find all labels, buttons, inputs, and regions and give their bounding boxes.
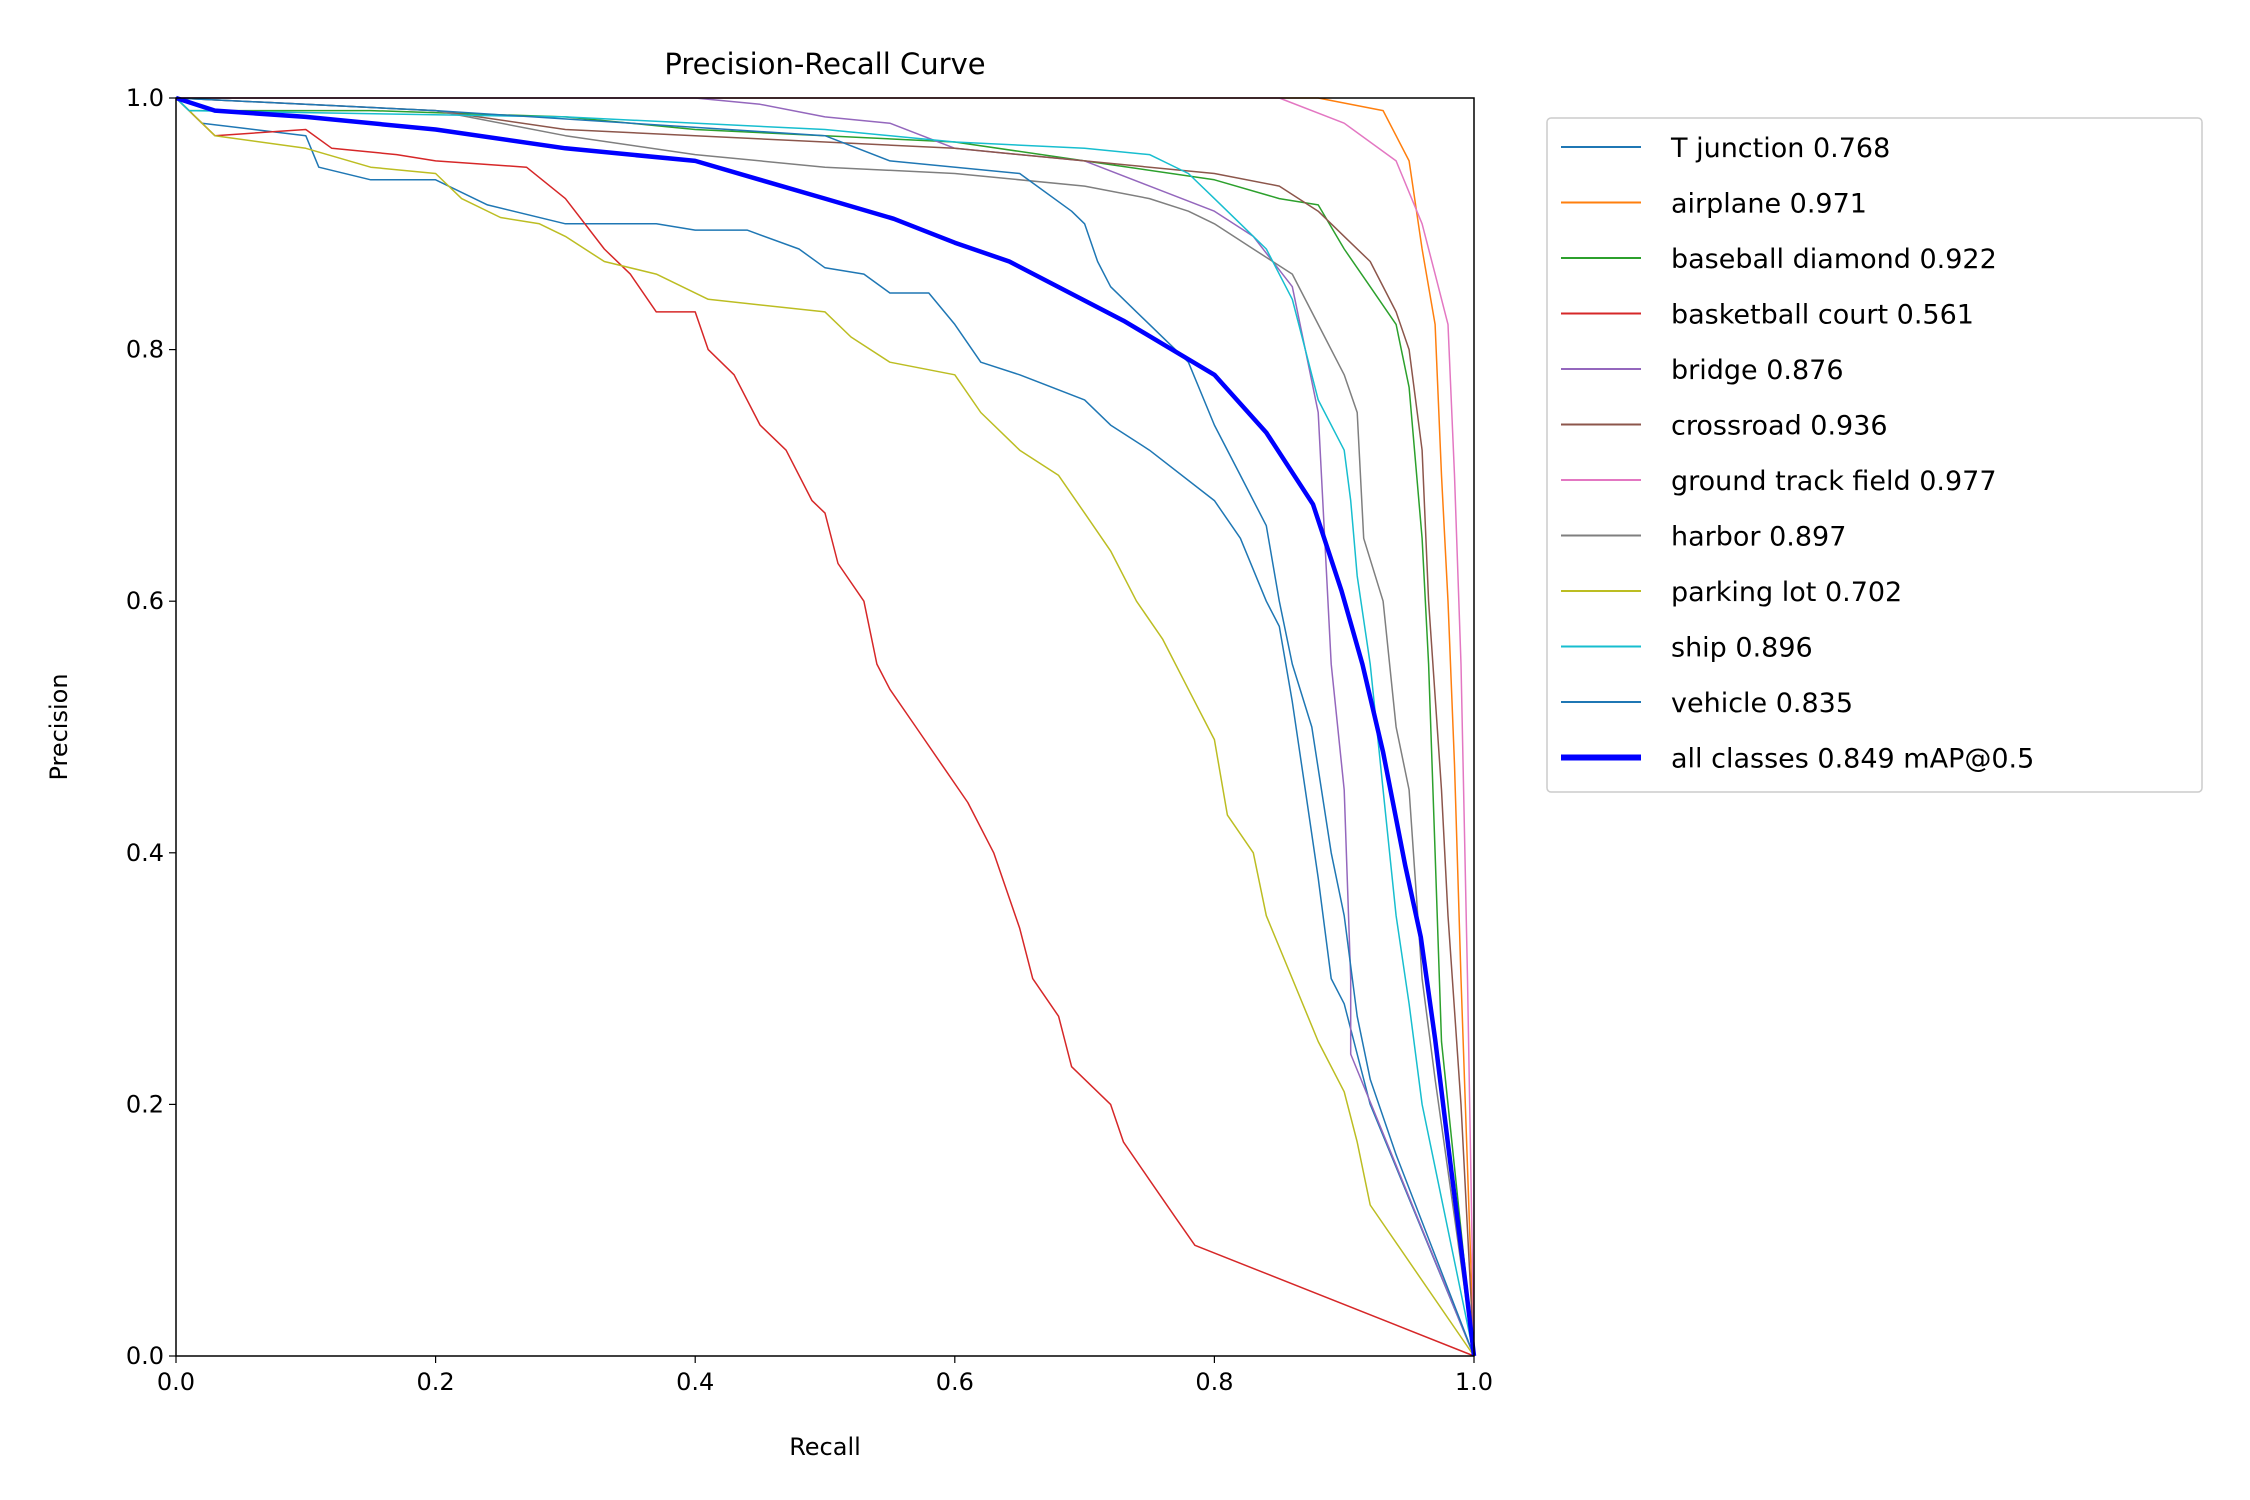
x-tick-label: 0.8 — [1195, 1368, 1233, 1396]
plot-frame — [175, 97, 1475, 1357]
series-line-2 — [175, 97, 1475, 1357]
series-line-5 — [175, 97, 1475, 1357]
series-line-10 — [175, 97, 1475, 1357]
legend-entry: parking lot 0.702 — [1671, 577, 1902, 608]
chart-title: Precision-Recall Curve — [664, 47, 985, 81]
series-line-0 — [175, 97, 1475, 1357]
x-tick-label: 0.4 — [676, 1368, 714, 1396]
legend-entry: T junction 0.768 — [1670, 133, 1890, 164]
series-line-11 — [175, 95, 1477, 1357]
series-line-1 — [176, 97, 1475, 1357]
series-line-6 — [176, 97, 1475, 1357]
legend-box — [1546, 117, 2203, 793]
y-axis-label: Precision — [45, 673, 73, 780]
x-tick-label: 1.0 — [1455, 1368, 1493, 1396]
legend-entry: ship 0.896 — [1671, 633, 1813, 664]
y-tick-label: 0.8 — [126, 336, 164, 364]
y-tick-label: 0.4 — [126, 839, 164, 867]
legend-entry: airplane 0.971 — [1671, 189, 1867, 220]
y-tick-label: 0.0 — [126, 1342, 164, 1370]
legend: T junction 0.768 airplane 0.971 baseball d… — [1546, 117, 2203, 793]
legend-entry: harbor 0.897 — [1671, 522, 1846, 553]
series-line-9 — [175, 97, 1475, 1357]
series-line-7 — [175, 97, 1475, 1357]
legend-entry: all classes 0.849 mAP@0.5 — [1671, 744, 2034, 775]
legend-entry: crossroad 0.936 — [1671, 411, 1888, 442]
legend-entry: basketball court 0.561 — [1671, 300, 1974, 331]
series-layer — [175, 95, 1477, 1357]
y-tick-label: 0.6 — [126, 587, 164, 615]
axis-ticks: 0.0 0.2 0.4 0.6 0.8 1.0 0.0 0.2 0.4 0.6 0.8 1.0 — [126, 84, 1493, 1396]
x-tick-label: 0.6 — [936, 1368, 974, 1396]
legend-entry: ground track field 0.977 — [1671, 466, 1997, 497]
legend-entry: bridge 0.876 — [1671, 355, 1844, 386]
series-line-3 — [175, 97, 1475, 1357]
y-tick-label: 1.0 — [126, 84, 164, 112]
x-tick-label: 0.2 — [417, 1368, 455, 1396]
legend-entry: baseball diamond 0.922 — [1671, 244, 1997, 275]
series-line-4 — [176, 97, 1475, 1357]
x-tick-label: 0.0 — [157, 1368, 195, 1396]
legend-entry: vehicle 0.835 — [1671, 688, 1853, 719]
y-tick-label: 0.2 — [126, 1090, 164, 1118]
x-axis-label: Recall — [789, 1433, 861, 1461]
series-line-8 — [175, 97, 1475, 1357]
